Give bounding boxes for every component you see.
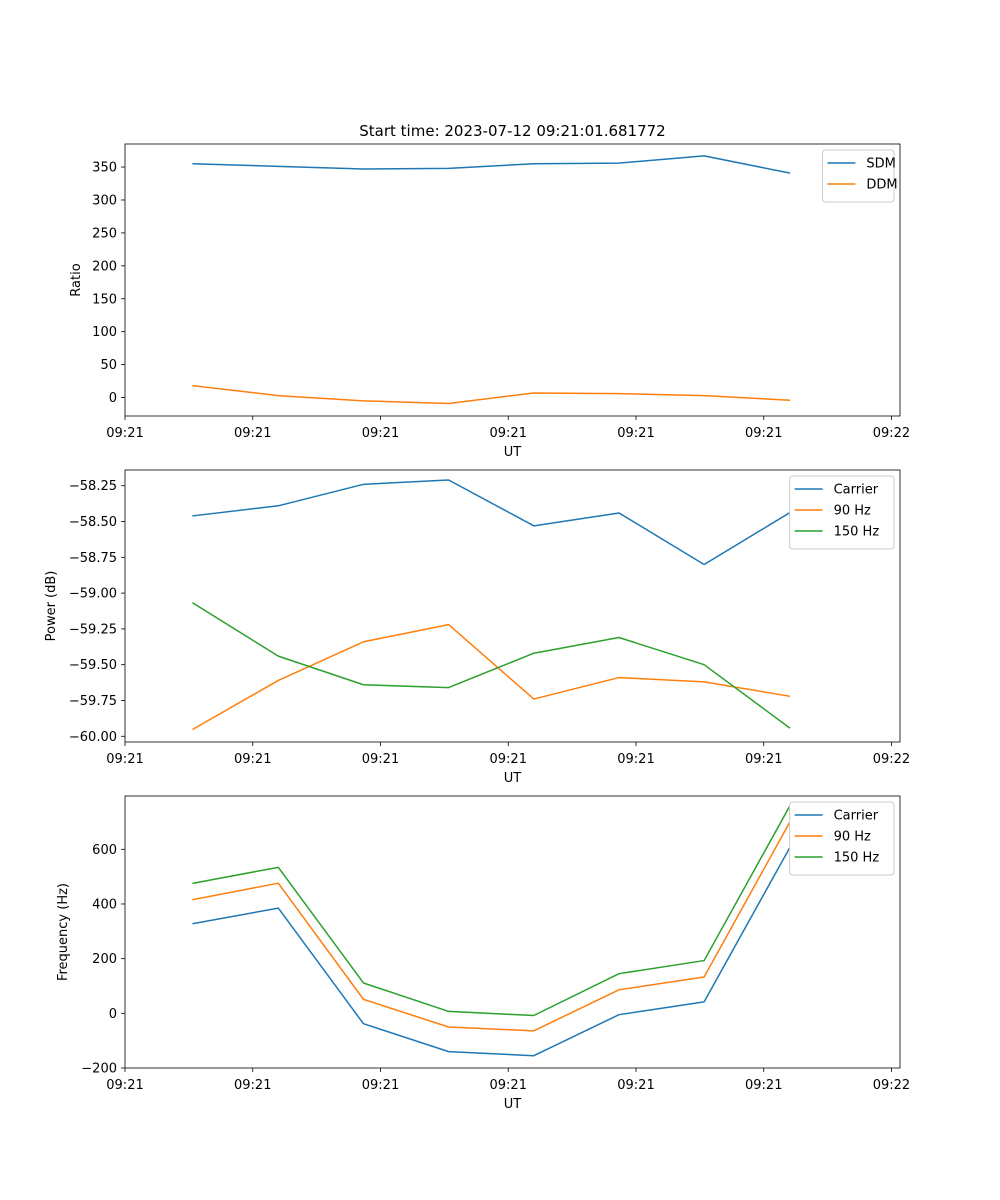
chart2-y-tick-label: −58.50 <box>69 515 117 530</box>
chart1-x-tick-label: 09:21 <box>234 426 271 441</box>
chart2-series-90-hz-line <box>192 623 791 731</box>
chart2-legend-label: 150 Hz <box>834 525 880 540</box>
chart2-x-tick-label: 09:21 <box>617 752 654 767</box>
chart2-y-axis-label: Power (dB) <box>44 571 59 642</box>
chart2-y-tick-label: −58.25 <box>69 479 117 494</box>
chart3-y-tick-label: 200 <box>92 952 117 967</box>
chart1-x-tick-label: 09:22 <box>873 426 910 441</box>
chart3-series-150-hz-line <box>192 805 791 1017</box>
chart2-series-150-hz-line <box>192 602 791 729</box>
chart3-x-tick-label: 09:21 <box>745 1078 782 1093</box>
chart1-y-tick-label: 150 <box>92 292 117 307</box>
chart1-y-tick-label: 50 <box>100 358 117 373</box>
chart2-x-tick-label: 09:21 <box>234 752 271 767</box>
chart2-x-axis-label: UT <box>504 771 522 786</box>
chart2-y-tick-label: −59.25 <box>69 622 117 637</box>
chart3-legend: Carrier 90 Hz 150 Hz <box>789 801 895 876</box>
chart1-y-tick-label: 350 <box>92 161 117 176</box>
chart3-legend-label: Carrier <box>834 809 879 824</box>
chart2-y-tick-label: −59.50 <box>69 658 117 673</box>
chart3-legend-label: 90 Hz <box>834 830 871 845</box>
chart2-x-tick-label: 09:21 <box>745 752 782 767</box>
chart1-x-axis-label: UT <box>504 445 522 460</box>
chart3-legend-label: 150 Hz <box>834 851 880 866</box>
chart1-x-tick-label: 09:21 <box>106 426 143 441</box>
chart1-panel: 09:21 09:21 09:21 09:21 09:21 09:21 09:22 0 50 10… <box>69 143 910 460</box>
chart3-y-tick-label: −200 <box>81 1062 117 1077</box>
chart2-y-tick-label: −60.00 <box>69 730 117 745</box>
chart1-y-tick-label: 250 <box>92 226 117 241</box>
chart1-legend-label: DDM <box>866 178 897 193</box>
chart1-y-tick-label: 200 <box>92 259 117 274</box>
chart1-axes-frame <box>124 143 901 417</box>
chart3-series-carrier-line <box>192 847 791 1057</box>
chart1-x-tick-label: 09:21 <box>745 426 782 441</box>
chart3-series-90-hz-line <box>192 822 791 1032</box>
chart1-x-tick-label: 09:21 <box>490 426 527 441</box>
chart2-series-carrier-line <box>192 479 791 566</box>
chart2-axes-frame <box>124 469 901 743</box>
chart1-y-axis-label: Ratio <box>69 263 84 296</box>
chart3-y-tick-label: 0 <box>109 1007 117 1022</box>
chart3-y-axis-label: Frequency (Hz) <box>56 883 71 981</box>
chart2-y-tick-label: −59.00 <box>69 587 117 602</box>
chart2-y-tick-label: −58.75 <box>69 551 117 566</box>
chart1-y-tick-label: 300 <box>92 193 117 208</box>
chart3-x-tick-label: 09:21 <box>362 1078 399 1093</box>
chart3-x-tick-label: 09:21 <box>106 1078 143 1093</box>
chart1-y-tick-label: 0 <box>109 391 117 406</box>
chart2-legend: Carrier 90 Hz 150 Hz <box>789 475 895 550</box>
chart2-y-tick-label: −59.75 <box>69 694 117 709</box>
chart3-x-axis-label: UT <box>504 1097 522 1112</box>
chart3-y-tick-label: 400 <box>92 897 117 912</box>
chart2-panel: 09:21 09:21 09:21 09:21 09:21 09:21 09:22 −60.0… <box>44 469 910 786</box>
chart1-x-tick-label: 09:21 <box>362 426 399 441</box>
chart1-series-ddm-line <box>192 384 791 405</box>
chart2-x-tick-label: 09:21 <box>362 752 399 767</box>
chart2-x-tick-label: 09:21 <box>490 752 527 767</box>
chart3-panel: 09:21 09:21 09:21 09:21 09:21 09:21 09:22 −200 0… <box>56 795 910 1112</box>
chart1-series-sdm-line <box>192 155 791 174</box>
chart3-x-tick-label: 09:21 <box>234 1078 271 1093</box>
chart3-axes-frame <box>124 795 901 1069</box>
chart2-x-tick-label: 09:22 <box>873 752 910 767</box>
figure-title: Start time: 2023-07-12 09:21:01.681772 <box>359 122 665 140</box>
chart1-legend: SDM DDM <box>821 149 898 203</box>
chart3-x-tick-label: 09:22 <box>873 1078 910 1093</box>
chart3-y-tick-label: 600 <box>92 843 117 858</box>
chart3-x-tick-label: 09:21 <box>617 1078 654 1093</box>
chart1-y-tick-label: 100 <box>92 325 117 340</box>
chart2-legend-label: 90 Hz <box>834 504 871 519</box>
chart2-legend-label: Carrier <box>834 483 879 498</box>
chart3-x-tick-label: 09:21 <box>490 1078 527 1093</box>
chart1-x-tick-label: 09:21 <box>617 426 654 441</box>
chart2-x-tick-label: 09:21 <box>106 752 143 767</box>
chart1-legend-label: SDM <box>866 157 895 172</box>
